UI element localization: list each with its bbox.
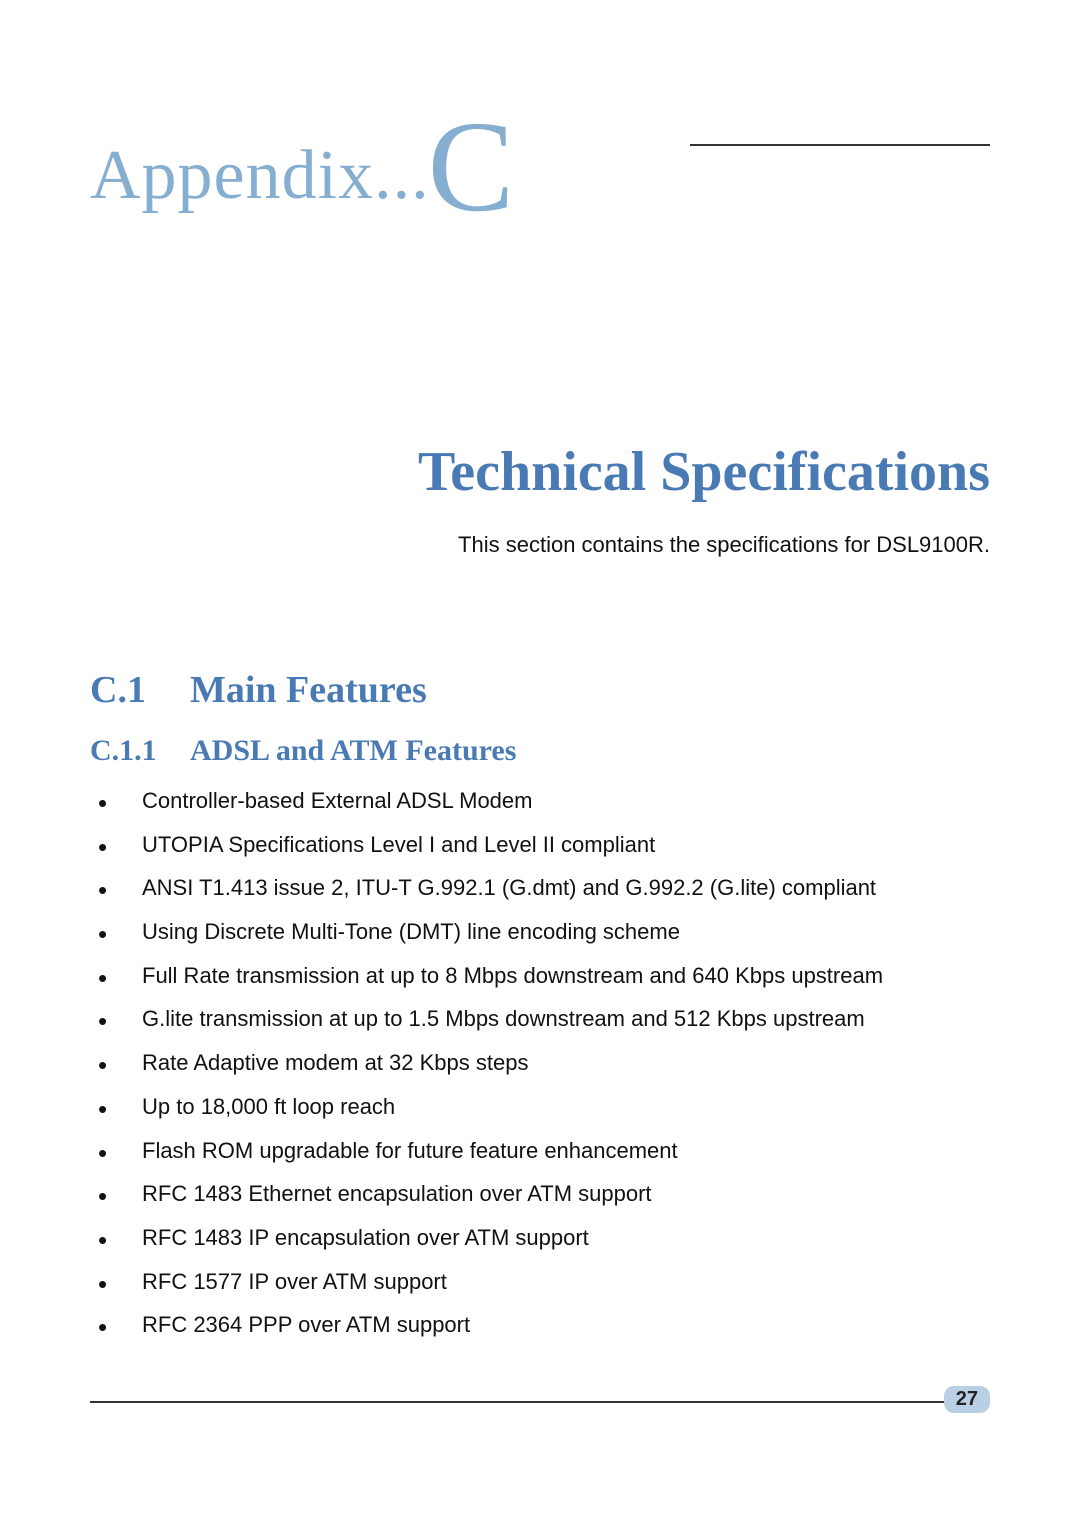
list-item: Full Rate transmission at up to 8 Mbps d… [90,961,990,991]
page: Appendix... C Technical Specifications T… [0,0,1080,1533]
list-item: Using Discrete Multi-Tone (DMT) line enc… [90,917,990,947]
list-item: UTOPIA Specifications Level I and Level … [90,830,990,860]
appendix-label: Appendix... [90,136,430,216]
list-item: Flash ROM upgradable for future feature … [90,1136,990,1166]
appendix-header: Appendix... C [90,80,990,210]
feature-list: Controller-based External ADSL Modem UTO… [90,786,990,1340]
subsection-number: C.1.1 [90,734,190,768]
list-item: RFC 1577 IP over ATM support [90,1267,990,1297]
page-number: 27 [944,1386,990,1413]
section-number: C.1 [90,668,190,712]
section-heading-c1-1: C.1.1ADSL and ATM Features [90,734,990,768]
section-heading-c1: C.1Main Features [90,668,990,712]
list-item: G.lite transmission at up to 1.5 Mbps do… [90,1004,990,1034]
subsection-text: ADSL and ATM Features [190,734,516,767]
footer-rule [90,1401,990,1403]
list-item: Controller-based External ADSL Modem [90,786,990,816]
list-item: ANSI T1.413 issue 2, ITU-T G.992.1 (G.dm… [90,873,990,903]
appendix-letter: C [428,92,515,242]
list-item: RFC 2364 PPP over ATM support [90,1310,990,1340]
page-title: Technical Specifications [90,440,990,504]
list-item: RFC 1483 Ethernet encapsulation over ATM… [90,1179,990,1209]
list-item: Up to 18,000 ft loop reach [90,1092,990,1122]
section-text: Main Features [190,669,427,711]
list-item: RFC 1483 IP encapsulation over ATM suppo… [90,1223,990,1253]
intro-text: This section contains the specifications… [90,532,990,558]
list-item: Rate Adaptive modem at 32 Kbps steps [90,1048,990,1078]
header-rule [690,144,990,146]
